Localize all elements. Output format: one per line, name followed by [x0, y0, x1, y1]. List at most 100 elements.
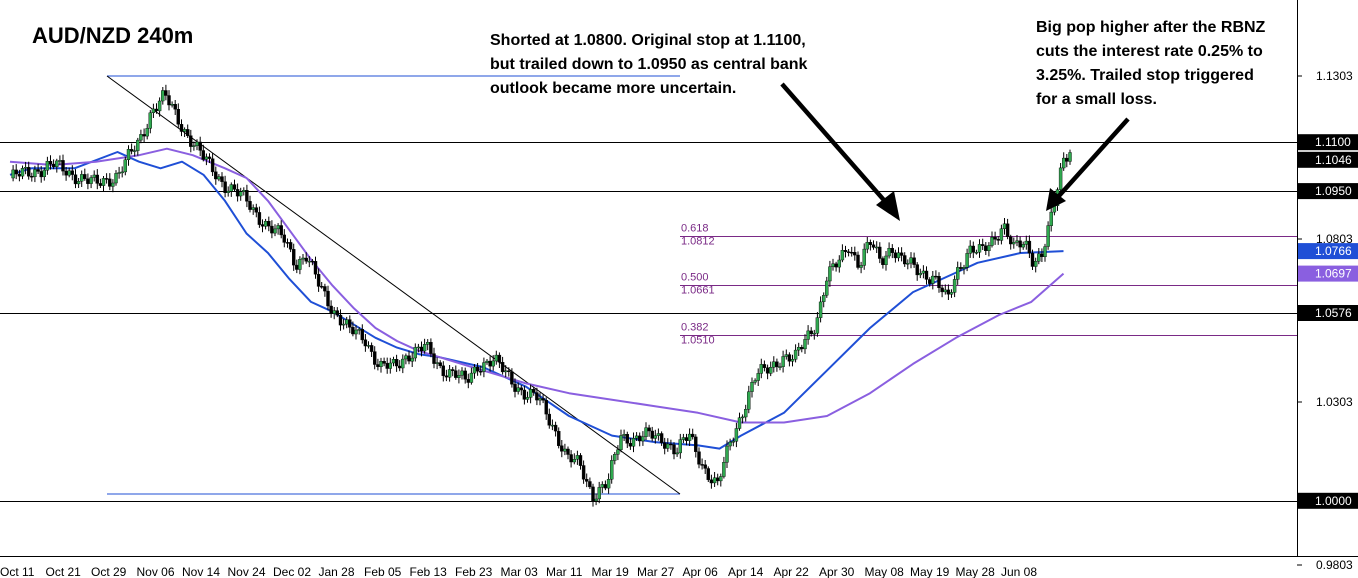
candle-body: [628, 443, 633, 447]
candle-body: [906, 263, 910, 265]
candle-body: [376, 364, 380, 367]
candle-body: [703, 464, 707, 469]
price-label-text: 1.0766: [1315, 244, 1352, 258]
candle-body: [232, 184, 237, 190]
candle-body: [510, 371, 514, 385]
candle-body: [859, 265, 863, 268]
candle-body: [494, 354, 498, 362]
candle-body: [338, 314, 343, 326]
candle-body: [606, 479, 611, 489]
candle-body: [36, 169, 40, 172]
diagonal-trendline: [106, 75, 681, 495]
annotation-line: but trailed down to 1.0950 as central ba…: [490, 56, 808, 73]
candle-body: [918, 273, 922, 276]
candle-body: [522, 389, 527, 400]
annotation-line: Shorted at 1.0800. Original stop at 1.11…: [490, 32, 806, 49]
fib-ratio-label: 0.618: [681, 223, 709, 235]
candle-body: [1030, 252, 1035, 267]
candle-body: [563, 448, 567, 452]
candle-body: [348, 319, 352, 328]
candle-body: [363, 339, 368, 347]
candle-body: [132, 150, 137, 152]
candle-body: [1037, 253, 1041, 262]
x-tick-label: May 08: [865, 565, 905, 578]
candle-body: [198, 141, 202, 151]
price-label-box: [1298, 134, 1358, 151]
candle-body: [441, 365, 445, 376]
candle-body: [684, 437, 689, 441]
candle-body: [292, 249, 296, 266]
candle-body: [722, 462, 726, 477]
candle-body: [67, 170, 71, 176]
candle-body: [432, 353, 436, 364]
candle-body: [73, 174, 78, 185]
candlesticks: [11, 84, 1072, 507]
candle-body: [990, 236, 994, 246]
candle-body: [366, 345, 371, 347]
candle-body: [460, 370, 464, 376]
candle-body: [616, 449, 620, 455]
candle-body: [466, 379, 470, 383]
candle-body: [634, 435, 639, 439]
x-tick-label: Mar 03: [501, 565, 539, 578]
candle-body: [550, 424, 555, 427]
candle-body: [797, 347, 801, 351]
candle-body: [828, 266, 832, 282]
x-tick-label: Nov 14: [182, 565, 220, 578]
candle-body: [834, 263, 838, 268]
candle-body: [831, 263, 835, 267]
candle-body: [394, 359, 399, 367]
candle-body: [95, 174, 100, 184]
candle-body: [825, 280, 829, 296]
candle-body: [535, 392, 539, 401]
candle-body: [263, 220, 268, 227]
x-tick-label: May 19: [910, 565, 950, 578]
candle-body: [949, 292, 954, 295]
candle-body: [260, 224, 265, 227]
candle-body: [248, 201, 252, 210]
x-tick-label: Apr 06: [683, 565, 719, 578]
candle-body: [787, 354, 792, 362]
candle-body: [295, 264, 299, 270]
candle-body: [672, 444, 676, 455]
candle-body: [784, 354, 788, 357]
price-label-box: [1298, 151, 1358, 168]
candle-body: [401, 358, 405, 369]
candle-body: [769, 367, 773, 374]
candle-body: [189, 135, 193, 147]
y-tick-label: 1.0803: [1316, 232, 1353, 246]
candle-body: [98, 183, 103, 186]
candle-body: [388, 362, 392, 369]
candle-body: [837, 259, 841, 268]
candle-body: [142, 134, 146, 137]
candle-body: [413, 347, 417, 359]
candle-body: [139, 134, 143, 141]
price-label-box: [1298, 265, 1358, 282]
candle-body: [157, 100, 162, 112]
candle-body: [148, 112, 153, 129]
candle-body: [226, 190, 230, 193]
candle-body: [354, 329, 358, 335]
candle-body: [818, 301, 823, 318]
candle-body: [491, 360, 495, 367]
candle-body: [410, 357, 414, 362]
candle-body: [871, 244, 876, 248]
candle-body: [192, 145, 196, 147]
candle-body: [588, 481, 592, 488]
candle-body: [145, 128, 149, 137]
candle-body: [884, 255, 888, 266]
candle-body: [30, 175, 34, 178]
candle-body: [1018, 240, 1022, 248]
candle-body: [195, 141, 199, 146]
candle-body: [120, 171, 124, 174]
candle-body: [625, 434, 629, 444]
candle-body: [965, 253, 969, 268]
candle-body: [245, 190, 249, 202]
candle-body: [968, 245, 972, 254]
candle-body: [242, 190, 246, 193]
candle-body: [694, 436, 698, 452]
candle-body: [214, 171, 218, 180]
candle-body: [457, 375, 461, 378]
candle-body: [229, 184, 234, 192]
candle-body: [840, 249, 845, 261]
